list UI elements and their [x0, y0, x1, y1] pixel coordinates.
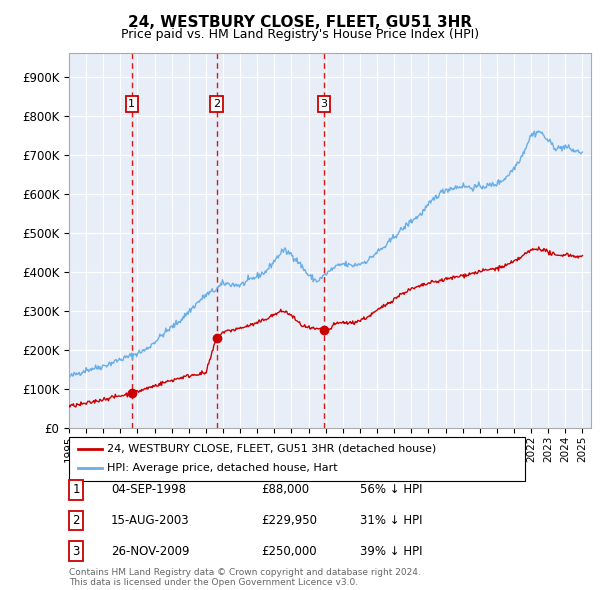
Text: HPI: Average price, detached house, Hart: HPI: Average price, detached house, Hart — [107, 464, 337, 473]
Text: 24, WESTBURY CLOSE, FLEET, GU51 3HR (detached house): 24, WESTBURY CLOSE, FLEET, GU51 3HR (det… — [107, 444, 436, 454]
Text: 31% ↓ HPI: 31% ↓ HPI — [360, 514, 422, 527]
Text: 24, WESTBURY CLOSE, FLEET, GU51 3HR: 24, WESTBURY CLOSE, FLEET, GU51 3HR — [128, 15, 472, 30]
Text: 1: 1 — [128, 99, 136, 109]
Text: 2: 2 — [73, 514, 80, 527]
Text: £229,950: £229,950 — [261, 514, 317, 527]
Text: 3: 3 — [320, 99, 328, 109]
Text: 2: 2 — [213, 99, 220, 109]
Text: 1: 1 — [73, 483, 80, 496]
Text: 15-AUG-2003: 15-AUG-2003 — [111, 514, 190, 527]
Text: £88,000: £88,000 — [261, 483, 309, 496]
Text: 56% ↓ HPI: 56% ↓ HPI — [360, 483, 422, 496]
Text: 26-NOV-2009: 26-NOV-2009 — [111, 545, 190, 558]
Text: Contains HM Land Registry data © Crown copyright and database right 2024.
This d: Contains HM Land Registry data © Crown c… — [69, 568, 421, 587]
Text: £250,000: £250,000 — [261, 545, 317, 558]
Text: 3: 3 — [73, 545, 80, 558]
Text: Price paid vs. HM Land Registry's House Price Index (HPI): Price paid vs. HM Land Registry's House … — [121, 28, 479, 41]
Text: 39% ↓ HPI: 39% ↓ HPI — [360, 545, 422, 558]
Text: 04-SEP-1998: 04-SEP-1998 — [111, 483, 186, 496]
